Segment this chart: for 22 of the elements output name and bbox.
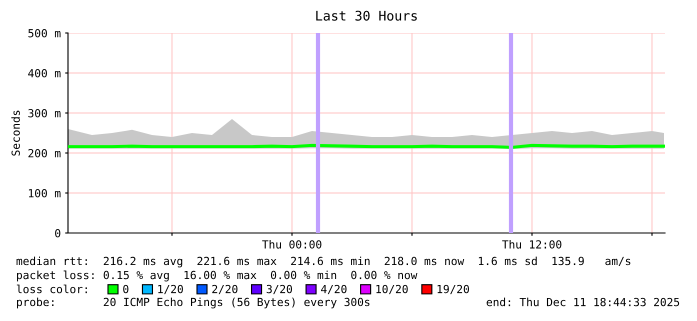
x-tick-label: Thu 00:00 (262, 240, 322, 249)
legend-label: 2/20 (212, 284, 238, 294)
legend-label: 3/20 (266, 284, 292, 294)
y-tick-label: 400 m (28, 69, 61, 78)
text: packet loss: 0.15 % avg 16.00 % max 0.00 % min 0.00 % now (17, 270, 418, 282)
legend-title: loss color: (16, 284, 87, 294)
chart-title: Last 30 Hours (316, 10, 417, 21)
y-tick-label: 100 m (28, 189, 61, 198)
text: median rtt: 216.2 ms avg 221.6 ms max 214.6 ms min 218.0 ms now 1.6 ms sd 135.9 am/s (16, 256, 630, 268)
legend-label: 10/20 (376, 284, 408, 294)
legend-label: 1/20 (158, 284, 183, 294)
y-tick-label: 200 m (28, 149, 61, 158)
y-tick-label: 300 m (28, 109, 61, 118)
text: probe: 20 ICMP Echo Pings (56 Bytes) every 300s (17, 298, 370, 308)
legend-label: 0 (123, 284, 128, 294)
y-tick-label: 0 (55, 229, 60, 238)
legend-label: 19/20 (438, 284, 469, 294)
x-tick-label: Thu 12:00 (502, 240, 562, 249)
y-tick-label: 500 m (28, 29, 61, 38)
text: end: Thu Dec 11 18:44:33 2025 (486, 298, 680, 306)
legend-label: 4/20 (321, 284, 347, 294)
y-axis-title: Seconds (11, 110, 20, 156)
